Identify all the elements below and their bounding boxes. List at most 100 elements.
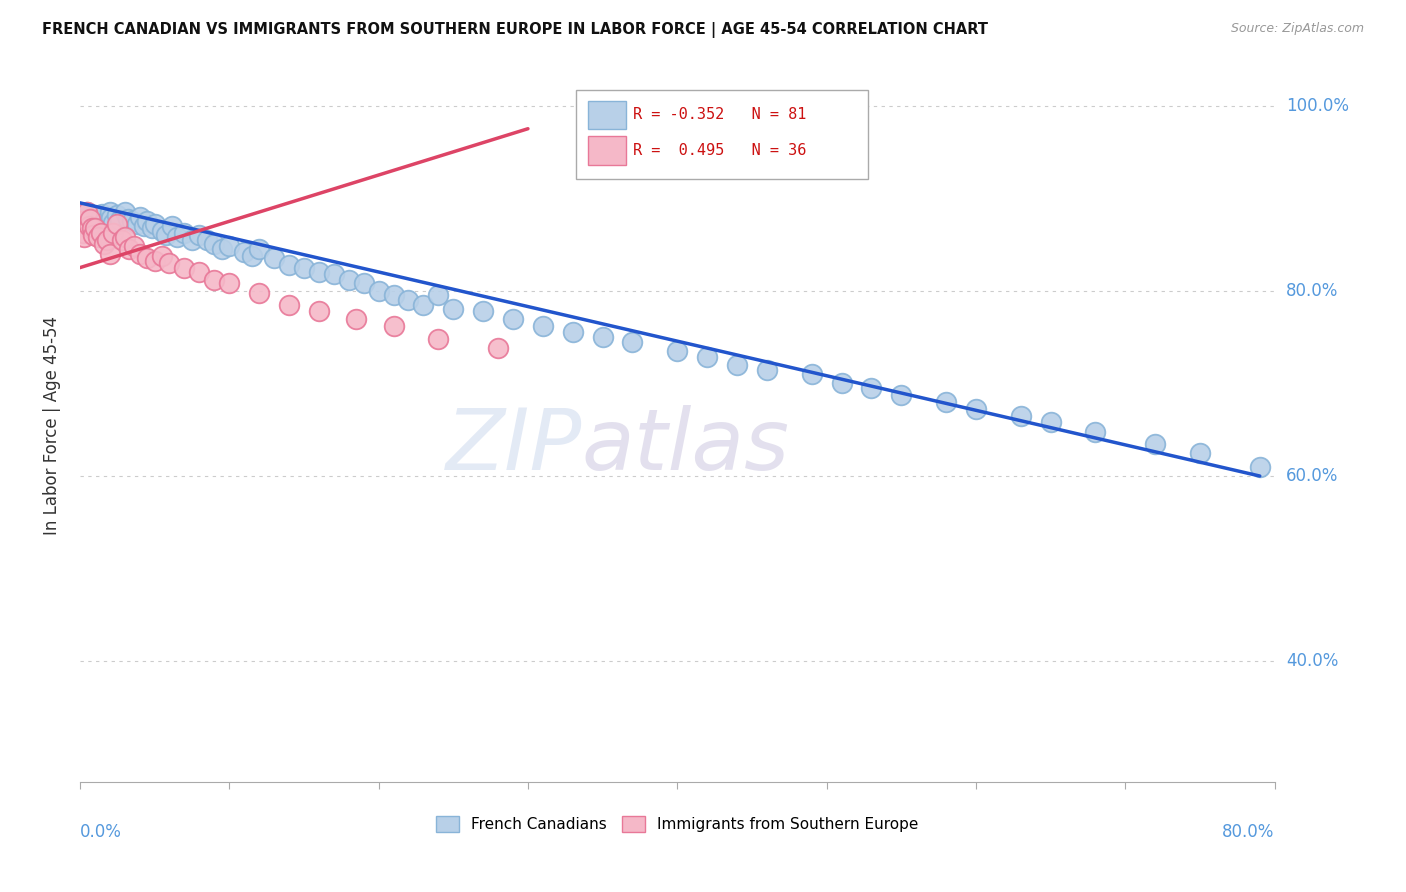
Point (79, 217, 101, 231)
Point (240, 249, 263, 263)
Point (195, 233, 218, 247)
Point (1189, 446, 1212, 460)
Point (76, 205, 98, 219)
Point (621, 334, 644, 349)
Point (502, 311, 524, 326)
Point (128, 210, 150, 224)
Point (159, 256, 181, 270)
Point (666, 343, 689, 358)
Point (211, 242, 233, 256)
Point (1249, 459, 1271, 474)
Point (755, 362, 778, 376)
Point (382, 318, 405, 333)
Point (72, 227, 94, 241)
Point (278, 298, 301, 312)
Point (162, 219, 184, 233)
Text: R =  0.495   N = 36: R = 0.495 N = 36 (633, 143, 807, 158)
Point (75, 219, 97, 233)
Point (141, 220, 163, 235)
Point (72, 208, 94, 222)
Point (101, 227, 124, 241)
Point (308, 265, 330, 279)
Text: 60.0%: 60.0% (1286, 467, 1339, 485)
Point (96, 220, 118, 235)
Point (188, 265, 211, 279)
Point (143, 217, 166, 231)
Point (935, 395, 957, 409)
Point (98, 246, 121, 260)
Point (80, 220, 103, 235)
Point (427, 288, 450, 302)
Point (1144, 436, 1167, 450)
Point (98, 205, 121, 219)
Point (87, 217, 110, 231)
Text: 0.0%: 0.0% (80, 823, 122, 841)
Point (122, 239, 145, 253)
Point (114, 205, 136, 219)
Point (150, 249, 173, 263)
Point (82, 227, 104, 241)
Point (233, 244, 256, 259)
Point (73, 214, 96, 228)
Point (308, 304, 330, 318)
Point (70, 214, 93, 228)
Point (725, 358, 748, 372)
Point (76, 205, 98, 219)
Point (155, 228, 177, 243)
Point (188, 228, 211, 243)
Point (80, 220, 103, 235)
Point (263, 252, 285, 266)
Point (322, 267, 344, 281)
Point (247, 285, 270, 300)
Point (831, 376, 853, 391)
Text: atlas: atlas (582, 405, 790, 488)
Point (180, 233, 202, 247)
FancyBboxPatch shape (575, 90, 869, 179)
Text: Source: ZipAtlas.com: Source: ZipAtlas.com (1230, 22, 1364, 36)
Text: ZIP: ZIP (446, 405, 582, 488)
Point (121, 214, 143, 228)
Point (800, 367, 823, 381)
Point (93, 219, 115, 233)
Point (367, 284, 389, 298)
Point (83, 220, 105, 235)
Point (125, 217, 148, 231)
Point (105, 217, 128, 231)
Point (114, 230, 136, 244)
Text: 100.0%: 100.0% (1286, 96, 1348, 114)
Point (427, 332, 450, 346)
Point (90, 227, 112, 241)
Point (337, 273, 360, 287)
Text: R = -0.352   N = 81: R = -0.352 N = 81 (633, 107, 807, 122)
Point (1039, 415, 1062, 429)
Point (83, 224, 105, 238)
Point (292, 260, 315, 275)
Point (1010, 409, 1032, 423)
FancyBboxPatch shape (588, 101, 626, 129)
Text: 80.0%: 80.0% (1286, 282, 1339, 300)
Point (173, 260, 195, 275)
Point (965, 402, 987, 417)
Point (441, 302, 464, 317)
Point (128, 246, 150, 260)
Point (1084, 425, 1107, 439)
Point (82, 228, 104, 243)
Point (100, 211, 122, 225)
Point (247, 242, 270, 256)
Point (105, 208, 128, 222)
Point (398, 293, 420, 307)
Point (592, 330, 614, 344)
Point (382, 288, 405, 302)
Point (344, 311, 367, 326)
Point (84, 211, 107, 225)
Point (70, 210, 93, 224)
Point (73, 230, 96, 244)
Point (202, 237, 225, 252)
Point (412, 298, 434, 312)
Point (87, 230, 110, 244)
Point (118, 242, 141, 256)
Point (561, 326, 583, 340)
Point (166, 230, 188, 244)
Point (353, 277, 375, 291)
Point (108, 213, 131, 227)
